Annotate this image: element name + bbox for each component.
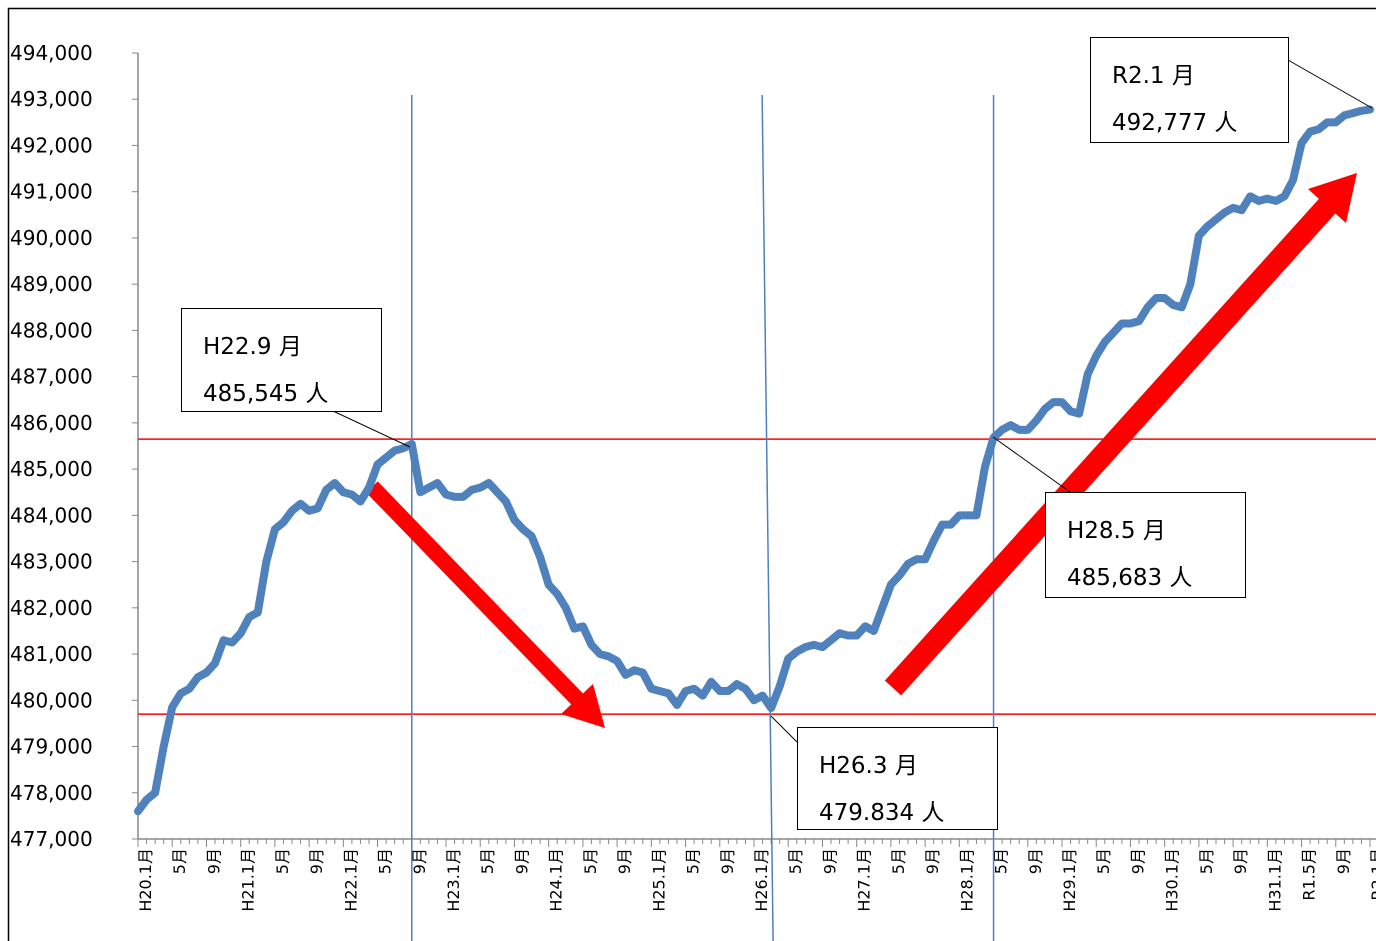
x-tick-label: 5月 xyxy=(786,848,805,874)
x-tick-label: 5月 xyxy=(992,848,1011,874)
x-tick-label: 9月 xyxy=(718,848,737,874)
x-tick-label: 5月 xyxy=(889,848,908,874)
x-tick-label: 9月 xyxy=(1231,848,1250,874)
annotation-text: H22.9 月 xyxy=(203,334,302,360)
arrows xyxy=(366,173,1357,728)
annotation-text: H28.5 月 xyxy=(1067,518,1166,544)
y-tick-label: 485,000 xyxy=(10,457,93,481)
arrow-head xyxy=(1308,173,1357,223)
annotation-box xyxy=(181,308,382,412)
x-tick-label: 5月 xyxy=(376,848,395,874)
frame xyxy=(7,7,1376,941)
x-tick-label: 5月 xyxy=(478,848,497,874)
annotation-box xyxy=(1090,37,1289,143)
y-tick-label: 487,000 xyxy=(10,365,93,389)
x-tick-label: H22.1月 xyxy=(341,848,360,912)
annotation-text: H26.3 月 xyxy=(819,753,918,779)
y-tick-label: 484,000 xyxy=(10,503,93,527)
y-tick-label: 480,000 xyxy=(10,688,93,712)
x-tick-label: 9月 xyxy=(410,848,429,874)
annotation-text: 492,777 人 xyxy=(1112,110,1237,136)
x-tick-label: 9月 xyxy=(307,848,326,874)
x-tick-label: H24.1月 xyxy=(547,848,566,912)
x-tick-label: H30.1月 xyxy=(1163,848,1182,912)
x-tick-label: 5月 xyxy=(170,848,189,874)
x-tick-label: H26.1月 xyxy=(752,848,771,912)
y-tick-label: 493,000 xyxy=(10,87,93,111)
x-tick-label: 9月 xyxy=(923,848,942,874)
annotation-text: R2.1 月 xyxy=(1112,63,1195,89)
x-tick-label: 9月 xyxy=(512,848,531,874)
x-tick-label: 9月 xyxy=(1128,848,1147,874)
x-tick-label: H21.1月 xyxy=(239,848,258,912)
annotation-box xyxy=(797,727,998,830)
y-tick-label: 491,000 xyxy=(10,180,93,204)
arrow-head xyxy=(561,684,605,728)
leader-line xyxy=(1287,59,1373,109)
x-tick-label: H25.1月 xyxy=(649,848,668,912)
x-tick-label: 9月 xyxy=(820,848,839,874)
x-tick-label: 5月 xyxy=(581,848,600,874)
x-tick-label: 9月 xyxy=(615,848,634,874)
x-tick-label: H27.1月 xyxy=(855,848,874,912)
x-tick-label: 5月 xyxy=(1197,848,1216,874)
x-tick-label: 9月 xyxy=(204,848,223,874)
leader-line xyxy=(770,715,798,743)
annotation-text: 485,545 人 xyxy=(203,381,328,407)
annotation-text: 485,683 人 xyxy=(1067,565,1192,591)
y-tick-label: 490,000 xyxy=(10,226,93,250)
x-tick-label: H31.1月 xyxy=(1265,848,1284,912)
y-tick-label: 492,000 xyxy=(10,133,93,157)
arrow-up xyxy=(884,195,1339,696)
y-tick-label: 481,000 xyxy=(10,642,93,666)
y-tick-label: 486,000 xyxy=(10,411,93,435)
y-tick-label: 494,000 xyxy=(10,41,93,65)
y-tick-label: 477,000 xyxy=(10,827,93,851)
x-tick-label: 9月 xyxy=(1334,848,1353,874)
x-tick-label: R1.5月 xyxy=(1300,848,1319,901)
leader-line xyxy=(332,410,411,448)
x-tick-label: H29.1月 xyxy=(1060,848,1079,912)
leader-line xyxy=(992,436,1071,493)
x-tick-label: H23.1月 xyxy=(444,848,463,912)
y-tick-label: 478,000 xyxy=(10,781,93,805)
marker-line xyxy=(761,94,774,941)
y-tick-label: 479,000 xyxy=(10,735,93,759)
x-tick-label: H20.1月 xyxy=(136,848,155,912)
annotation-text: 479.834 人 xyxy=(819,800,944,826)
x-tick-label: 9月 xyxy=(1026,848,1045,874)
x-tick-label: 5月 xyxy=(273,848,292,874)
y-tick-label: 488,000 xyxy=(10,318,93,342)
x-tick-label: 5月 xyxy=(684,848,703,874)
y-tick-label: 489,000 xyxy=(10,272,93,296)
x-tick-label: R2.1月 xyxy=(1368,848,1376,901)
annotation-box xyxy=(1045,492,1246,598)
x-tick-label: 5月 xyxy=(1094,848,1113,874)
line-series xyxy=(134,105,1374,816)
x-tick-label: H28.1月 xyxy=(957,848,976,912)
arrow-down xyxy=(366,481,588,710)
y-tick-label: 483,000 xyxy=(10,550,93,574)
y-tick-label: 482,000 xyxy=(10,596,93,620)
